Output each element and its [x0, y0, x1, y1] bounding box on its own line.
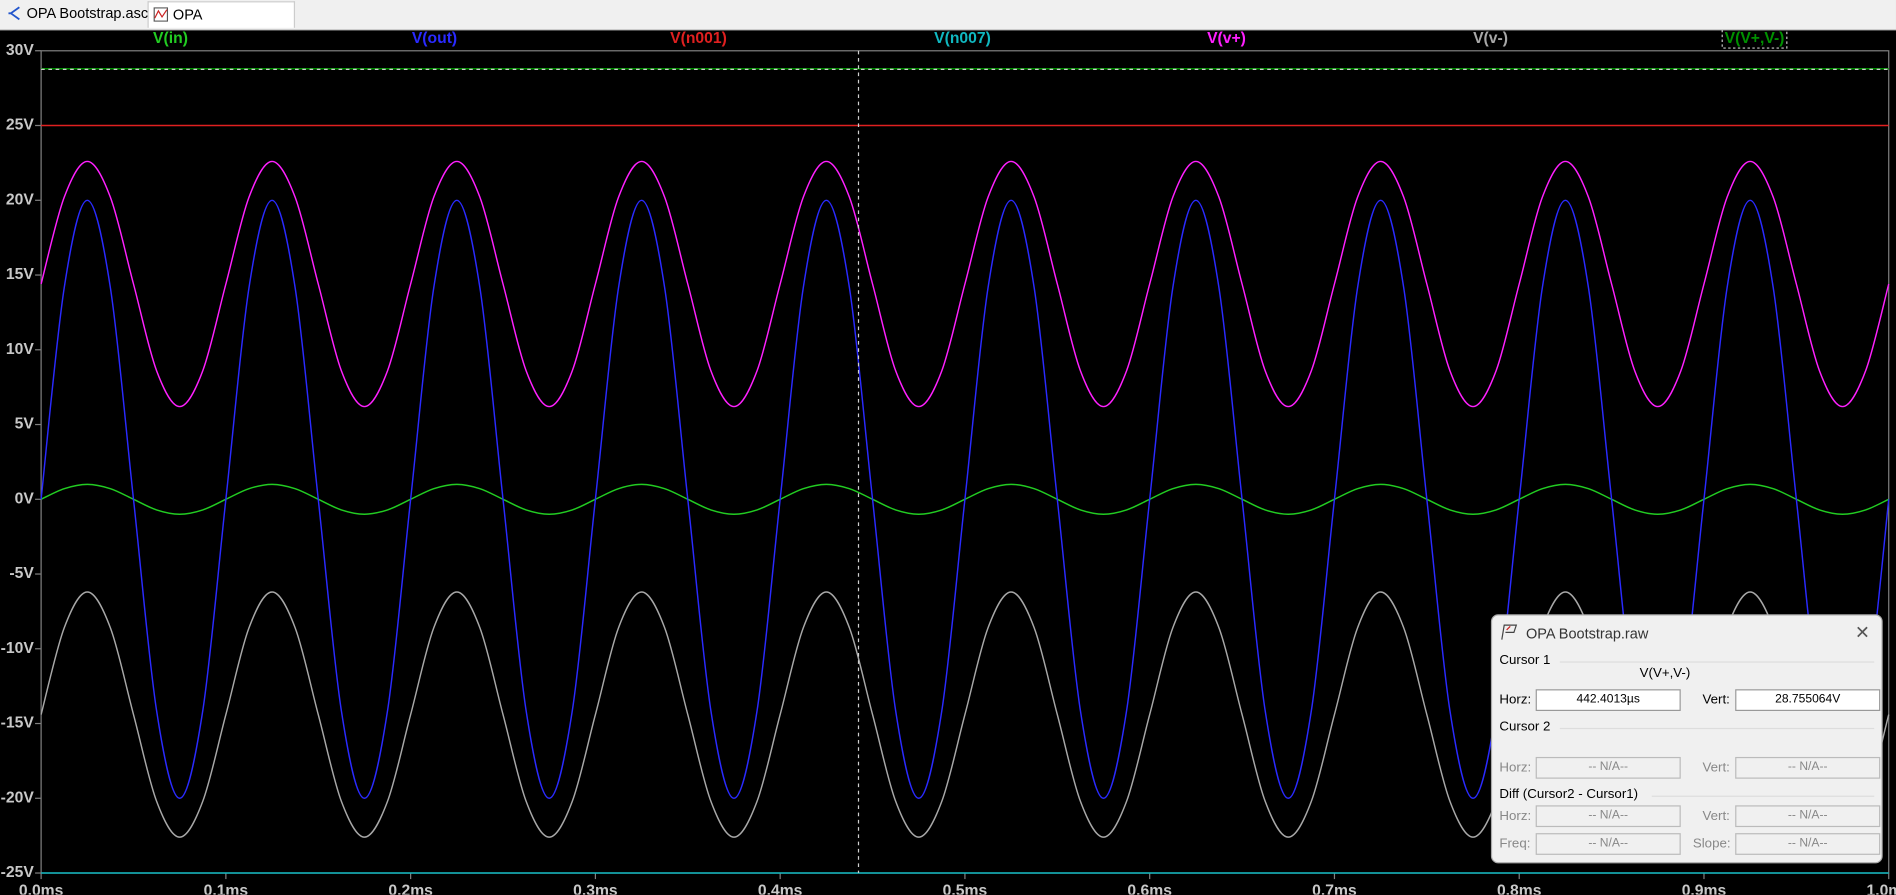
y-tick-label: -5V: [9, 565, 34, 582]
legend-entry: V(out): [412, 30, 457, 47]
x-tick-label: 0.2ms: [388, 882, 433, 894]
field-label: Horz:: [1499, 760, 1532, 776]
legend-entry: V(n001): [670, 30, 727, 47]
dialog-title: OPA Bootstrap.raw: [1525, 625, 1649, 643]
x-tick-label: 1.0ms: [1866, 882, 1896, 894]
section-heading: Cursor 2: [1499, 719, 1551, 734]
field-label: Horz:: [1499, 692, 1532, 708]
y-tick-label: 10V: [6, 341, 34, 358]
x-tick-label: 0.7ms: [1312, 882, 1357, 894]
horz-field: -- N/A--: [1535, 805, 1681, 828]
y-tick-label: -20V: [1, 789, 35, 806]
freq-field: -- N/A--: [1535, 833, 1681, 855]
dialog-icon: [1501, 624, 1518, 640]
field-label: Vert:: [1702, 808, 1730, 824]
tab-label: OPA Bootstrap.asc: [26, 4, 149, 22]
trace: [40, 160, 1890, 408]
legend-selection: [1721, 29, 1788, 49]
y-tick-label: -10V: [1, 640, 35, 657]
section-heading: Diff (Cursor2 - Cursor1): [1499, 787, 1639, 802]
tab-bar: OPA Bootstrap.asc OPA Bootstrap.raw: [0, 0, 1896, 48]
tab[interactable]: OPA Bootstrap.raw: [147, 1, 296, 48]
x-tick-label: 0.4ms: [758, 882, 803, 894]
y-tick-label: -15V: [1, 715, 35, 732]
legend-entry: V(n007): [934, 30, 991, 47]
y-tick-label: 15V: [6, 266, 34, 283]
x-tick-label: 0.9ms: [1682, 882, 1727, 894]
y-tick-label: 5V: [15, 416, 35, 433]
field-label: Vert:: [1702, 760, 1730, 776]
x-tick-label: 0.0ms: [19, 882, 64, 894]
legend-entry: V(in): [153, 30, 188, 47]
trace: [40, 199, 1890, 800]
vert-field: -- N/A--: [1735, 805, 1881, 828]
x-tick-label: 0.5ms: [943, 882, 988, 894]
legend-entry: V(V+,V-): [1725, 30, 1785, 47]
field-label: Slope:: [1692, 836, 1731, 852]
tab-label: OPA Bootstrap.raw: [172, 6, 263, 49]
section-heading: Cursor 1: [1499, 652, 1551, 668]
legend-entry: V(v-): [1473, 30, 1508, 47]
field-label: Vert:: [1702, 692, 1730, 708]
x-tick-label: 0.3ms: [573, 882, 618, 894]
legend-entry: V(v+): [1207, 30, 1246, 47]
x-tick-label: 0.8ms: [1497, 882, 1542, 894]
field-label: Freq:: [1499, 836, 1531, 852]
separator: [1559, 661, 1875, 663]
y-tick-label: 25V: [6, 117, 34, 134]
x-tick-label: 0.6ms: [1127, 882, 1172, 894]
horz-field[interactable]: 442.4013µs: [1535, 689, 1681, 711]
separator: [1651, 795, 1875, 797]
tab-icon: [8, 6, 20, 21]
vert-field[interactable]: 28.755064V: [1735, 689, 1881, 711]
x-tick-label: 0.1ms: [204, 882, 249, 894]
separator: [1559, 727, 1875, 730]
horz-field: -- N/A--: [1535, 756, 1681, 779]
slope-field: -- N/A--: [1735, 833, 1881, 855]
y-tick-label: -25V: [1, 864, 35, 881]
y-tick-label: 0V: [15, 490, 35, 507]
vert-field: -- N/A--: [1735, 756, 1881, 779]
tab-icon: [153, 7, 169, 22]
tab[interactable]: OPA Bootstrap.asc: [2, 1, 164, 26]
waveform-plot: -25V -20V -15V -10V -5V 0V 5V 10V 15V 20V 25V 30V 0.…: [1, 29, 1896, 895]
y-tick-label: 20V: [6, 191, 34, 208]
y-tick-label: 30V: [6, 42, 34, 59]
close-button[interactable]: ✕: [1854, 622, 1871, 644]
field-label: Horz:: [1499, 808, 1532, 824]
cursor-dialog: OPA Bootstrap.raw ✕ Cursor 1 V(V+,V-) Ho…: [1490, 614, 1883, 864]
trace-name: V(V+,V-): [1639, 666, 1691, 681]
